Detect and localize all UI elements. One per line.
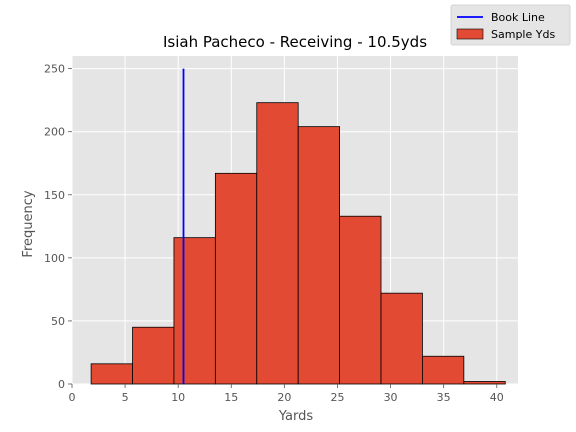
- y-tick-label: 50: [51, 315, 65, 328]
- x-tick-label: 25: [330, 391, 344, 404]
- legend-label-sample-yds: Sample Yds: [491, 28, 555, 41]
- y-tick-label: 250: [44, 63, 65, 76]
- histogram-bar: [380, 292, 423, 385]
- x-axis-label: Yards: [278, 409, 313, 424]
- y-axis-ticks: 0 50 100 150 200 250: [44, 63, 72, 391]
- x-tick-label: 5: [122, 391, 129, 404]
- histogram-bar: [339, 215, 382, 385]
- x-tick-label: 20: [277, 391, 291, 404]
- x-tick-label: 15: [224, 391, 238, 404]
- histogram-bar: [214, 172, 258, 385]
- histogram-bar: [422, 355, 465, 385]
- histogram-bar: [132, 326, 175, 385]
- x-tick-label: 30: [384, 391, 398, 404]
- histogram-bar: [297, 126, 340, 385]
- x-axis-ticks: 0 5 10 15 20 25 30 35 40: [69, 384, 504, 404]
- x-tick-label: 10: [171, 391, 185, 404]
- x-tick-label: 40: [490, 391, 504, 404]
- histogram-bar: [256, 102, 299, 385]
- y-tick-label: 200: [44, 126, 65, 139]
- chart-title: Isiah Pacheco - Receiving - 10.5yds: [163, 33, 427, 51]
- legend-label-book-line: Book Line: [491, 11, 545, 24]
- histogram-bars: [90, 102, 506, 385]
- histogram-bar: [463, 381, 506, 385]
- histogram-bar: [90, 363, 133, 385]
- histogram-bar: [173, 237, 216, 385]
- x-tick-label: 0: [69, 391, 76, 404]
- y-tick-label: 100: [44, 252, 65, 265]
- y-tick-label: 0: [58, 378, 65, 391]
- legend: Book Line Sample Yds: [450, 4, 571, 46]
- y-tick-label: 150: [44, 189, 65, 202]
- y-axis-label: Frequency: [21, 190, 36, 257]
- x-tick-label: 35: [437, 391, 451, 404]
- legend-swatch-sample-yds: [456, 28, 484, 40]
